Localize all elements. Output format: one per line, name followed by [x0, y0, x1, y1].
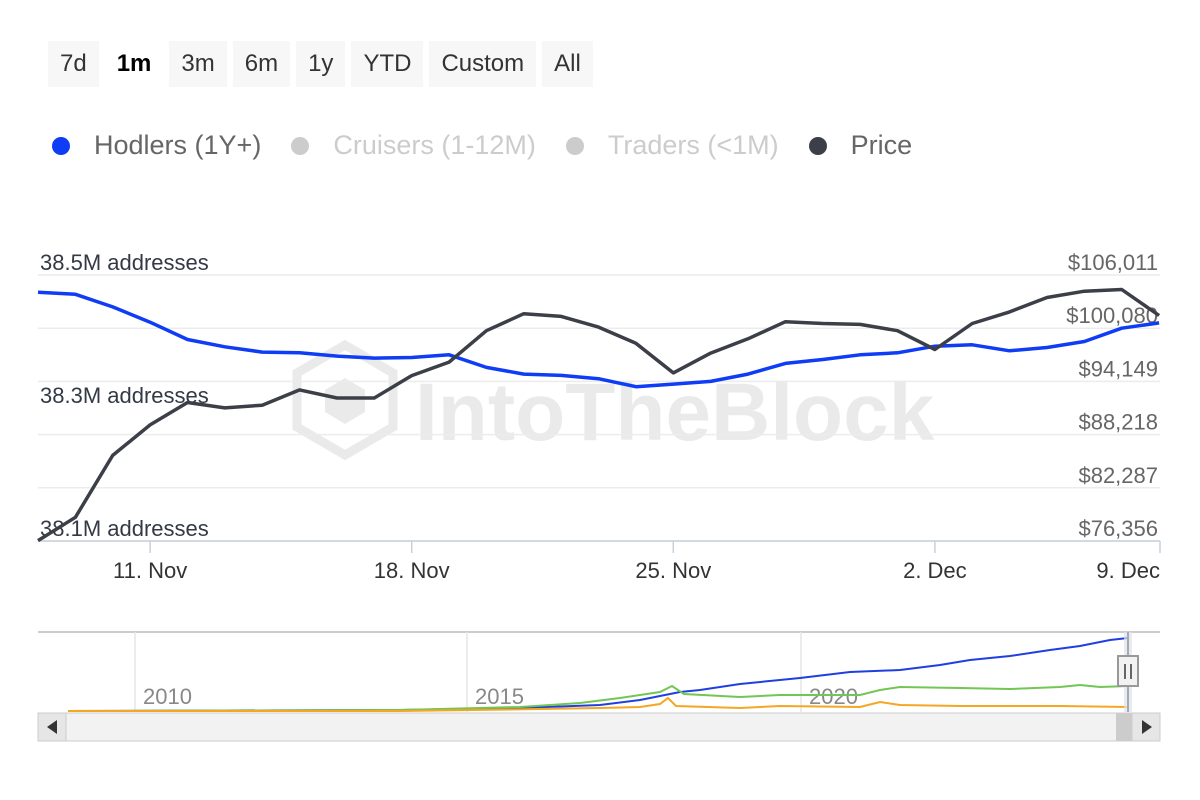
right-y-axis: $106,011$100,080$94,149$88,218$82,287$76…: [1066, 250, 1158, 541]
range-all-button[interactable]: All: [542, 41, 593, 87]
scrollbar-thumb[interactable]: [1116, 713, 1132, 741]
scroll-right-button[interactable]: [1131, 712, 1161, 742]
legend-item-price[interactable]: Price: [808, 130, 913, 161]
range-7d-button[interactable]: 7d: [48, 41, 99, 87]
legend-dot-icon: [565, 136, 584, 155]
right-axis-tick-label: $76,356: [1078, 516, 1158, 541]
range-3m-button[interactable]: 3m: [169, 41, 227, 87]
range-selector: 7d 1m 3m 6m 1y YTD Custom All: [48, 41, 593, 87]
left-axis-tick-label: 38.3M addresses: [40, 383, 209, 408]
arrow-left-icon: [47, 720, 57, 734]
legend-label: Price: [850, 130, 913, 160]
navigator-handle[interactable]: [1117, 655, 1139, 687]
series-layer: [37, 287, 1161, 543]
range-ytd-button[interactable]: YTD: [351, 41, 424, 87]
navigator-grid: 2010 2015 2020: [134, 632, 858, 712]
range-1m-button[interactable]: 1m: [104, 41, 164, 87]
series-line-hodlers-1y: [37, 290, 1160, 389]
watermark-text: IntoTheBlock: [415, 367, 935, 458]
right-axis-tick-label: $82,287: [1078, 463, 1158, 488]
x-axis-tick-label: 9. Dec: [1096, 558, 1160, 583]
scrollbar-track[interactable]: [37, 712, 1161, 742]
left-axis-tick-label: 38.1M addresses: [40, 516, 209, 541]
range-1y-button[interactable]: 1y: [296, 41, 346, 87]
watermark-logo-icon: [292, 339, 398, 461]
legend-label: Traders (<1M): [607, 130, 779, 160]
scroll-left-button[interactable]: [37, 712, 67, 742]
range-custom-button[interactable]: Custom: [429, 41, 537, 87]
left-axis-tick-label: 38.5M addresses: [40, 250, 209, 275]
legend-dot-icon: [52, 136, 70, 155]
legend-label: Cruisers (1-12M): [333, 130, 536, 160]
series-line-price: [37, 287, 1161, 543]
navigator-scrollbar[interactable]: [37, 712, 1161, 742]
legend-label: Hodlers (1Y+): [94, 130, 262, 160]
x-axis: 11. Nov 18. Nov 25. Nov 2. Dec 9. Dec: [113, 541, 1161, 583]
navigator-series-cruisers: [67, 683, 1129, 712]
right-axis-tick-label: $88,218: [1078, 410, 1158, 435]
navigator[interactable]: 2010 2015 2020: [38, 631, 1160, 712]
x-axis-tick-label: 11. Nov: [113, 558, 187, 583]
legend-item-cruisers[interactable]: Cruisers (1-12M): [291, 130, 536, 161]
watermark: IntoTheBlock: [292, 339, 935, 461]
legend-dot-icon: [291, 136, 310, 155]
right-axis-tick-label: $94,149: [1078, 356, 1158, 381]
navigator-year-label: 2020: [809, 684, 858, 709]
x-axis-tick-label: 25. Nov: [635, 558, 711, 583]
range-6m-button[interactable]: 6m: [232, 41, 291, 87]
chart-legend: Hodlers (1Y+) Cruisers (1-12M) Traders (…: [52, 130, 942, 161]
navigator-year-label: 2015: [475, 684, 524, 709]
x-axis-tick-label: 18. Nov: [374, 558, 450, 583]
arrow-right-icon: [1142, 720, 1152, 734]
navigator-series-traders: [68, 696, 1129, 712]
right-axis-tick-label: $106,011: [1068, 250, 1158, 275]
legend-item-traders[interactable]: Traders (<1M): [565, 130, 779, 161]
navigator-year-label: 2010: [143, 684, 192, 709]
legend-item-hodlers[interactable]: Hodlers (1Y+): [52, 130, 261, 161]
x-axis-tick-label: 2. Dec: [903, 558, 967, 583]
legend-dot-icon: [808, 136, 827, 155]
navigator-series-hodlers: [67, 637, 1129, 712]
